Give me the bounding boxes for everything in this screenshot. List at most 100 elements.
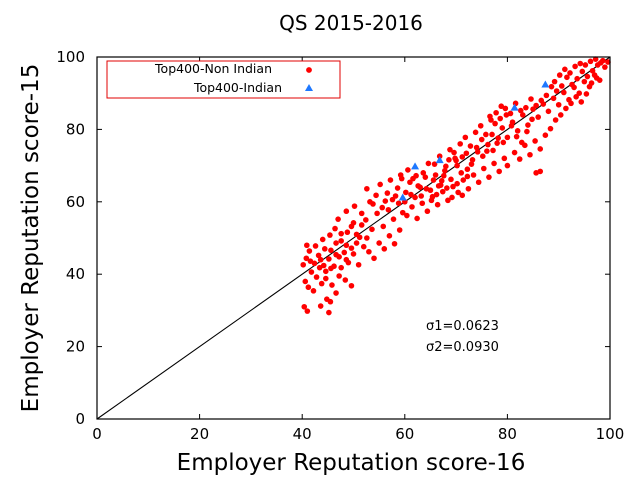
y-tick-label: 20 bbox=[66, 338, 85, 356]
data-point-non-indian bbox=[457, 141, 464, 147]
data-point-non-indian bbox=[475, 179, 482, 186]
data-point-non-indian bbox=[498, 103, 505, 110]
x-tick-label: 0 bbox=[92, 425, 102, 443]
data-point-non-indian bbox=[430, 177, 437, 183]
data-point-non-indian bbox=[338, 264, 344, 271]
data-point-non-indian bbox=[449, 194, 455, 201]
data-point-non-indian bbox=[381, 246, 388, 252]
data-point-non-indian bbox=[425, 160, 432, 167]
series-0 bbox=[300, 56, 611, 316]
data-point-non-indian bbox=[502, 105, 509, 112]
data-point-non-indian bbox=[322, 275, 329, 282]
data-point-non-indian bbox=[555, 101, 562, 108]
data-point-non-indian bbox=[454, 162, 460, 169]
data-point-non-indian bbox=[563, 105, 569, 112]
data-point-non-indian bbox=[543, 92, 550, 99]
data-point-non-indian bbox=[306, 248, 313, 254]
data-point-non-indian bbox=[577, 60, 584, 67]
data-point-non-indian bbox=[478, 136, 485, 143]
data-point-non-indian bbox=[370, 201, 376, 207]
x-axis-title: Employer Reputation score-16 bbox=[177, 450, 526, 476]
data-point-non-indian bbox=[503, 112, 510, 118]
data-point-non-indian bbox=[311, 260, 318, 267]
plot-area bbox=[96, 56, 611, 420]
data-point-non-indian bbox=[588, 80, 595, 86]
data-point-non-indian bbox=[387, 177, 394, 183]
data-point-non-indian bbox=[435, 183, 442, 189]
data-point-non-indian bbox=[343, 256, 350, 263]
data-point-non-indian bbox=[533, 102, 539, 109]
data-point-non-indian bbox=[319, 236, 326, 243]
data-point-non-indian bbox=[605, 59, 611, 65]
data-point-non-indian bbox=[477, 122, 484, 129]
data-point-non-indian bbox=[504, 162, 511, 169]
data-point-non-indian bbox=[501, 155, 508, 162]
data-point-non-indian bbox=[472, 129, 479, 136]
data-point-non-indian bbox=[379, 204, 386, 211]
data-point-non-indian bbox=[373, 192, 379, 199]
chart-title: QS 2015-2016 bbox=[279, 11, 423, 35]
data-point-non-indian bbox=[537, 146, 544, 152]
data-point-non-indian bbox=[483, 131, 489, 138]
data-point-non-indian bbox=[525, 122, 531, 128]
data-point-non-indian bbox=[422, 174, 429, 180]
y-tick-label: 40 bbox=[66, 265, 85, 283]
data-point-non-indian bbox=[592, 56, 599, 62]
data-point-non-indian bbox=[468, 161, 475, 167]
y-tick-label: 80 bbox=[66, 120, 85, 138]
data-point-non-indian bbox=[547, 125, 554, 132]
data-point-non-indian bbox=[333, 290, 339, 296]
data-point-non-indian bbox=[440, 172, 447, 179]
data-point-non-indian bbox=[467, 143, 474, 149]
data-point-non-indian bbox=[484, 148, 490, 154]
data-point-non-indian bbox=[390, 216, 397, 222]
data-point-non-indian bbox=[474, 149, 481, 155]
data-point-non-indian bbox=[465, 185, 472, 192]
data-point-non-indian bbox=[433, 191, 440, 198]
data-point-non-indian bbox=[452, 155, 458, 162]
data-point-non-indian bbox=[336, 273, 342, 279]
data-point-non-indian bbox=[593, 75, 600, 81]
data-point-non-indian bbox=[364, 235, 370, 241]
data-point-non-indian bbox=[348, 223, 355, 230]
data-point-non-indian bbox=[443, 163, 449, 170]
x-tick-label: 80 bbox=[498, 425, 517, 443]
data-point-non-indian bbox=[424, 208, 431, 215]
data-point-non-indian bbox=[459, 154, 466, 160]
data-point-non-indian bbox=[343, 208, 350, 215]
data-point-non-indian bbox=[486, 174, 492, 180]
data-point-non-indian bbox=[469, 157, 476, 163]
data-point-non-indian bbox=[342, 277, 349, 283]
data-point-non-indian bbox=[364, 185, 370, 192]
data-point-non-indian bbox=[353, 240, 360, 246]
data-point-non-indian bbox=[584, 73, 591, 80]
data-point-non-indian bbox=[304, 308, 311, 314]
data-point-non-indian bbox=[508, 122, 515, 129]
legend-box bbox=[106, 60, 341, 99]
data-point-non-indian bbox=[405, 167, 411, 173]
data-point-non-indian bbox=[485, 141, 491, 148]
data-point-non-indian bbox=[494, 140, 500, 146]
data-point-non-indian bbox=[369, 226, 375, 233]
data-point-non-indian bbox=[463, 150, 470, 157]
data-point-non-indian bbox=[602, 64, 608, 70]
data-point-non-indian bbox=[412, 194, 418, 201]
data-point-non-indian bbox=[464, 166, 471, 173]
data-point-non-indian bbox=[326, 309, 332, 316]
data-point-non-indian bbox=[360, 243, 367, 250]
data-point-non-indian bbox=[519, 112, 526, 118]
data-point-non-indian bbox=[377, 181, 383, 188]
data-point-non-indian bbox=[537, 168, 544, 175]
data-point-non-indian bbox=[459, 192, 466, 199]
data-point-non-indian bbox=[538, 97, 545, 104]
data-point-non-indian bbox=[454, 180, 460, 187]
data-point-non-indian bbox=[535, 114, 541, 120]
data-point-non-indian bbox=[304, 242, 310, 249]
data-point-non-indian bbox=[589, 67, 596, 74]
data-point-non-indian bbox=[518, 139, 525, 146]
data-point-non-indian bbox=[434, 201, 441, 208]
data-point-non-indian bbox=[415, 183, 421, 189]
data-point-non-indian bbox=[511, 149, 518, 156]
axis-ticks: 0 20 40 60 80 100 0 20 40 60 80 100 bbox=[56, 48, 624, 443]
